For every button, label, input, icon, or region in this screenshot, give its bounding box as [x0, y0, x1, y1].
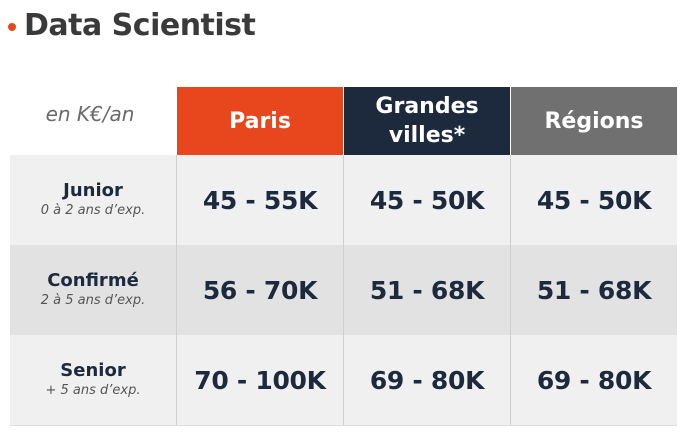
table-row-senior: Senior + 5 ans d’exp. 70 - 100K 69 - 80K… — [10, 335, 677, 425]
salary-value: 51 - 68K — [369, 275, 485, 305]
experience-range: 0 à 2 ans d’exp. — [40, 203, 146, 218]
salary-cell-paris: 70 - 100K — [177, 335, 343, 425]
column-header-label: Grandes villes* — [375, 92, 478, 150]
salary-value: 45 - 55K — [202, 185, 318, 215]
level-name: Confirmé — [47, 270, 139, 291]
unit-label: en K€/an — [45, 102, 135, 126]
level-name: Senior — [60, 360, 126, 381]
page-title: Data Scientist — [24, 7, 256, 43]
salary-cell-paris: 45 - 55K — [177, 155, 343, 245]
salary-value: 70 - 100K — [194, 365, 326, 395]
salary-cell-grandes-villes: 51 - 68K — [344, 245, 510, 335]
salary-cell-grandes-villes: 69 - 80K — [344, 335, 510, 425]
salary-cell-regions: 69 - 80K — [511, 335, 677, 425]
row-label: Confirmé 2 à 5 ans d’exp. — [10, 245, 176, 335]
title-block: Data Scientist — [8, 2, 256, 48]
column-divider — [343, 245, 344, 335]
column-divider — [176, 155, 177, 245]
column-header-paris: Paris — [177, 87, 343, 164]
salary-value: 45 - 50K — [369, 185, 485, 215]
salary-value: 69 - 80K — [536, 365, 652, 395]
salary-value: 45 - 50K — [536, 185, 652, 215]
table-bottom-border — [10, 425, 677, 426]
column-divider — [176, 335, 177, 425]
column-header-grandes-villes: Grandes villes* — [344, 87, 510, 164]
experience-range: 2 à 5 ans d’exp. — [40, 293, 146, 308]
column-header-label: Régions — [544, 108, 644, 134]
column-divider — [510, 245, 511, 335]
salary-cell-paris: 56 - 70K — [177, 245, 343, 335]
column-header-line-2: villes* — [388, 123, 466, 148]
salary-value: 69 - 80K — [369, 365, 485, 395]
level-name: Junior — [63, 180, 123, 201]
row-label: Senior + 5 ans d’exp. — [10, 335, 176, 425]
table-row-junior: Junior 0 à 2 ans d’exp. 45 - 55K 45 - 50… — [10, 155, 677, 245]
column-divider — [510, 335, 511, 425]
column-divider — [343, 155, 344, 245]
bullet-icon — [8, 23, 16, 31]
salary-cell-regions: 45 - 50K — [511, 155, 677, 245]
column-header-line-1: Grandes — [375, 94, 479, 119]
column-header-label: Paris — [229, 108, 291, 134]
column-header-regions: Régions — [511, 87, 677, 164]
salary-value: 51 - 68K — [536, 275, 652, 305]
column-divider — [343, 335, 344, 425]
experience-range: + 5 ans d’exp. — [45, 383, 141, 398]
column-divider — [510, 155, 511, 245]
row-label: Junior 0 à 2 ans d’exp. — [10, 155, 176, 245]
salary-cell-regions: 51 - 68K — [511, 245, 677, 335]
salary-cell-grandes-villes: 45 - 50K — [344, 155, 510, 245]
column-divider — [176, 245, 177, 335]
table-row-confirme: Confirmé 2 à 5 ans d’exp. 56 - 70K 51 - … — [10, 245, 677, 335]
salary-value: 56 - 70K — [202, 275, 318, 305]
